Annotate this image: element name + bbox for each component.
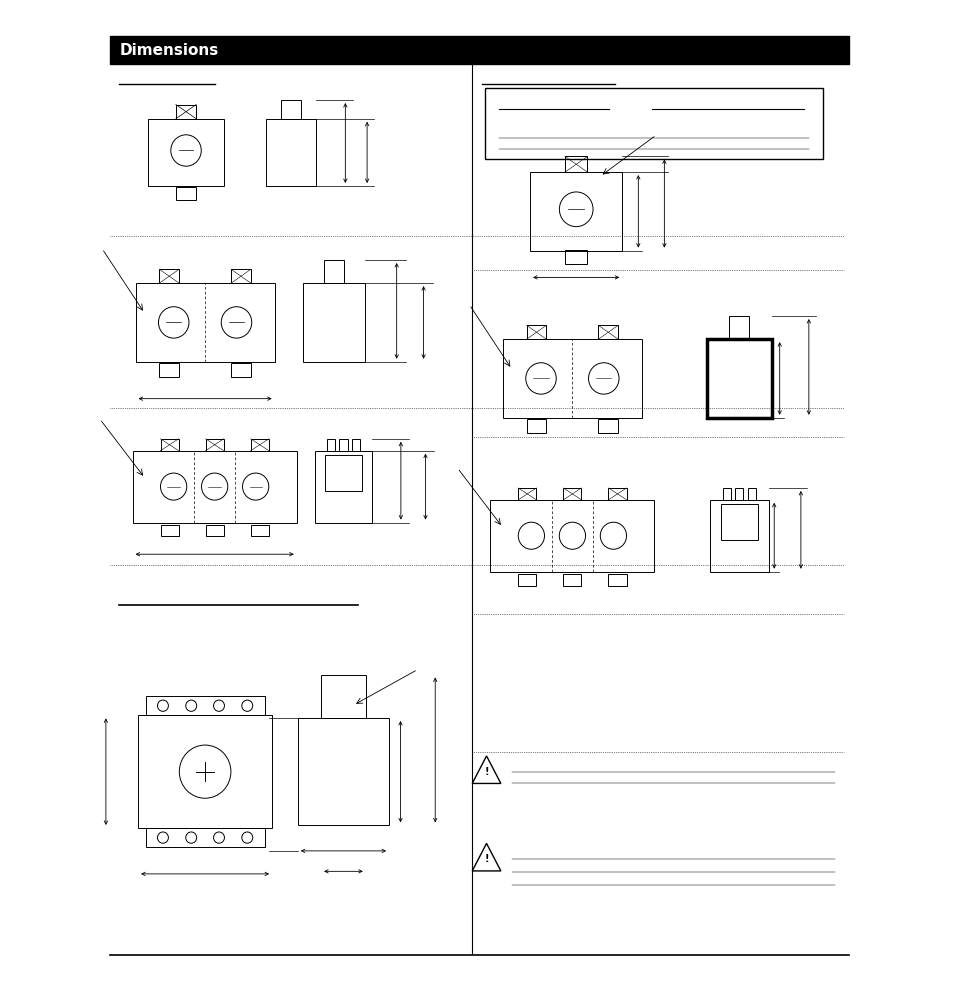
- Bar: [110, 36, 848, 64]
- Bar: [159, 269, 179, 283]
- Bar: [564, 156, 587, 172]
- Bar: [175, 104, 196, 119]
- Text: !: !: [484, 767, 488, 777]
- Bar: [231, 269, 251, 283]
- Bar: [327, 438, 335, 450]
- Bar: [484, 88, 822, 159]
- Bar: [709, 499, 768, 572]
- Bar: [321, 674, 365, 718]
- Bar: [490, 499, 654, 572]
- Bar: [706, 339, 771, 418]
- Bar: [160, 525, 178, 537]
- Text: !: !: [484, 854, 488, 864]
- Bar: [251, 525, 269, 537]
- Bar: [729, 317, 748, 339]
- Bar: [135, 283, 274, 362]
- Bar: [146, 696, 264, 716]
- Bar: [280, 100, 301, 119]
- Bar: [517, 574, 536, 586]
- Bar: [608, 574, 626, 586]
- Bar: [747, 488, 755, 499]
- Bar: [302, 283, 365, 362]
- Bar: [148, 119, 224, 186]
- Bar: [339, 438, 347, 450]
- Bar: [251, 438, 269, 450]
- Bar: [530, 172, 621, 251]
- Bar: [563, 574, 580, 586]
- Bar: [735, 488, 742, 499]
- Bar: [720, 504, 757, 540]
- Bar: [146, 828, 264, 847]
- Bar: [159, 363, 179, 376]
- Bar: [598, 419, 618, 433]
- Bar: [160, 438, 178, 450]
- Bar: [502, 339, 641, 418]
- Bar: [722, 488, 730, 499]
- Bar: [526, 419, 546, 433]
- Bar: [265, 119, 316, 186]
- Bar: [297, 718, 389, 826]
- Bar: [517, 488, 536, 499]
- Bar: [138, 716, 272, 828]
- Bar: [175, 187, 196, 201]
- Bar: [231, 363, 251, 376]
- Bar: [206, 525, 223, 537]
- Bar: [352, 438, 359, 450]
- Bar: [325, 455, 361, 491]
- Bar: [563, 488, 580, 499]
- Bar: [526, 325, 546, 339]
- Bar: [314, 450, 372, 523]
- Text: Dimensions: Dimensions: [119, 42, 218, 58]
- Bar: [598, 325, 618, 339]
- Bar: [608, 488, 626, 499]
- Bar: [324, 260, 343, 283]
- Bar: [132, 450, 296, 523]
- Bar: [206, 438, 223, 450]
- Bar: [564, 250, 587, 264]
